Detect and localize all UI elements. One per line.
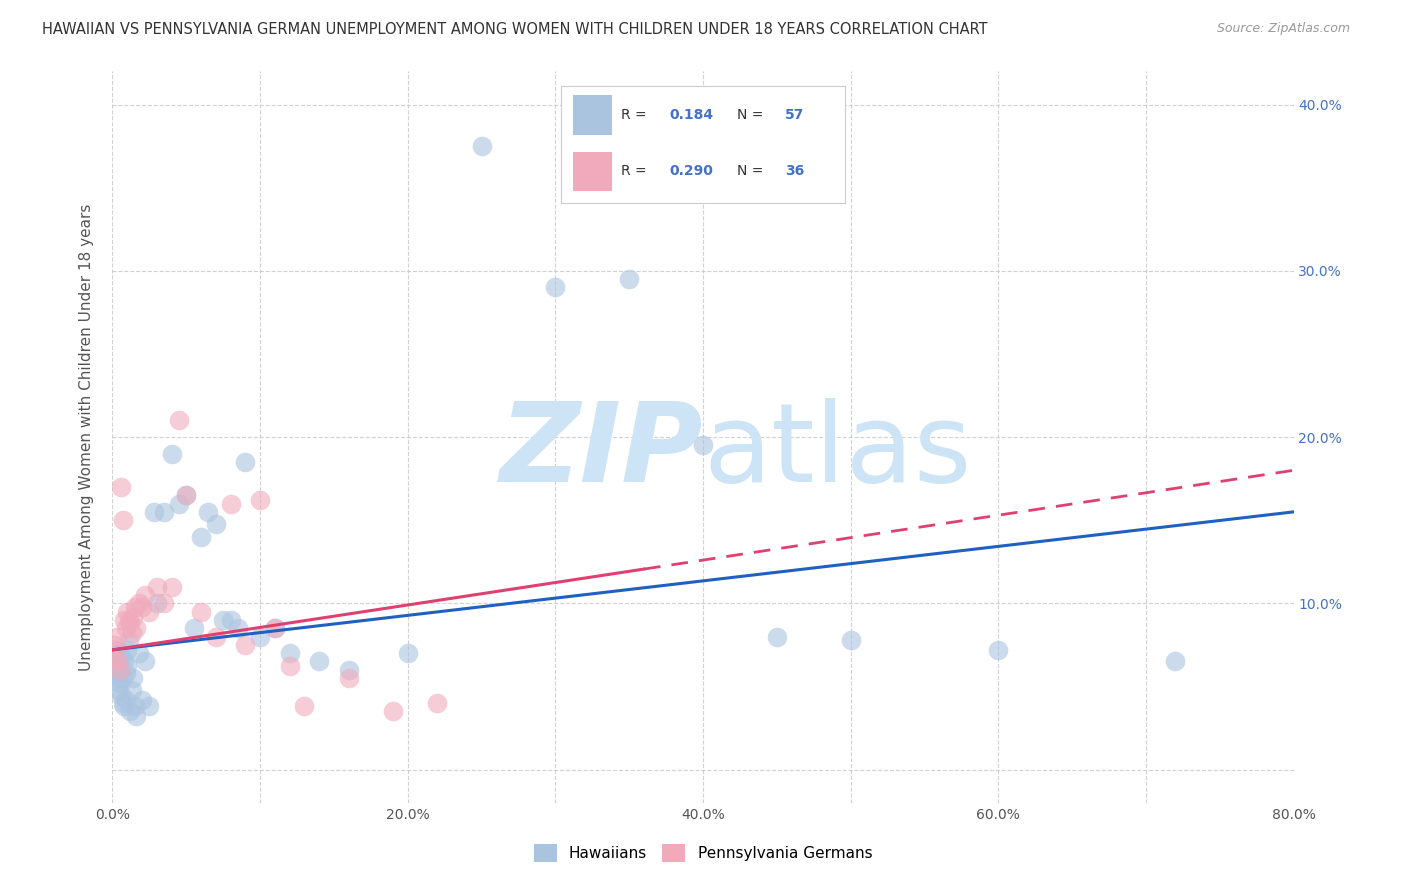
Legend: Hawaiians, Pennsylvania Germans: Hawaiians, Pennsylvania Germans <box>527 838 879 868</box>
Point <box>160 447 183 461</box>
Point <box>105 671 128 685</box>
Point <box>131 599 153 614</box>
Point <box>190 530 212 544</box>
Point <box>105 655 128 669</box>
Point <box>103 649 125 664</box>
Text: ZIP: ZIP <box>499 398 703 505</box>
Point <box>233 455 256 469</box>
Point <box>264 621 287 635</box>
Point <box>839 632 862 647</box>
Point <box>110 649 132 664</box>
Point <box>108 663 131 677</box>
Point <box>117 605 138 619</box>
Point <box>105 630 128 644</box>
Point <box>104 666 127 681</box>
Point <box>426 696 449 710</box>
Point <box>107 655 129 669</box>
Point <box>142 505 165 519</box>
Point <box>396 646 419 660</box>
Point <box>278 659 301 673</box>
Point <box>292 699 315 714</box>
Point <box>131 692 153 706</box>
Point <box>122 671 145 685</box>
Point <box>125 621 148 635</box>
Point <box>766 630 789 644</box>
Point <box>107 682 129 697</box>
Point <box>112 699 135 714</box>
Point <box>138 699 160 714</box>
Text: HAWAIIAN VS PENNSYLVANIA GERMAN UNEMPLOYMENT AMONG WOMEN WITH CHILDREN UNDER 18 : HAWAIIAN VS PENNSYLVANIA GERMAN UNEMPLOY… <box>42 22 988 37</box>
Point <box>308 655 330 669</box>
Point <box>205 630 228 644</box>
Point <box>219 497 242 511</box>
Point <box>1164 655 1187 669</box>
Point <box>174 488 197 502</box>
Point <box>104 638 127 652</box>
Point <box>120 616 142 631</box>
Point <box>121 682 143 697</box>
Point <box>226 621 249 635</box>
Point <box>153 596 176 610</box>
Point <box>111 513 134 527</box>
Point <box>104 643 127 657</box>
Y-axis label: Unemployment Among Women with Children Under 18 years: Unemployment Among Women with Children U… <box>79 203 94 671</box>
Point <box>117 643 138 657</box>
Text: atlas: atlas <box>703 398 972 505</box>
Point <box>107 663 129 677</box>
Point <box>167 497 190 511</box>
Point <box>249 630 271 644</box>
Point <box>114 692 136 706</box>
Point <box>146 596 169 610</box>
Point <box>212 613 235 627</box>
Point <box>117 659 138 673</box>
Point <box>122 609 145 624</box>
Point <box>692 438 714 452</box>
Point <box>278 646 301 660</box>
Point <box>219 613 242 627</box>
Point <box>167 413 190 427</box>
Point <box>146 580 169 594</box>
Point <box>118 613 141 627</box>
Point <box>183 621 205 635</box>
Point <box>108 676 131 690</box>
Point <box>128 596 150 610</box>
Point <box>337 671 360 685</box>
Point <box>160 580 183 594</box>
Point <box>128 646 150 660</box>
Point <box>264 621 287 635</box>
Point <box>118 632 141 647</box>
Point <box>134 655 156 669</box>
Point <box>619 272 641 286</box>
Point <box>153 505 176 519</box>
Point <box>190 605 212 619</box>
Point <box>111 696 134 710</box>
Point <box>134 588 156 602</box>
Point <box>121 626 143 640</box>
Point <box>544 280 567 294</box>
Point <box>138 605 160 619</box>
Text: Source: ZipAtlas.com: Source: ZipAtlas.com <box>1216 22 1350 36</box>
Point <box>233 638 256 652</box>
Point <box>114 666 136 681</box>
Point <box>197 505 219 519</box>
Point <box>110 480 132 494</box>
Point <box>249 493 271 508</box>
Point <box>125 709 148 723</box>
Point <box>110 688 132 702</box>
Point <box>470 139 494 153</box>
Point <box>112 655 135 669</box>
Point <box>337 663 360 677</box>
Point <box>382 705 405 719</box>
Point <box>205 516 228 531</box>
Point <box>111 671 134 685</box>
Point <box>120 705 142 719</box>
Point <box>103 649 125 664</box>
Point <box>124 599 146 614</box>
Point <box>124 699 146 714</box>
Point <box>112 613 135 627</box>
Point <box>174 488 197 502</box>
Point <box>108 646 131 660</box>
Point <box>114 621 136 635</box>
Point <box>987 643 1010 657</box>
